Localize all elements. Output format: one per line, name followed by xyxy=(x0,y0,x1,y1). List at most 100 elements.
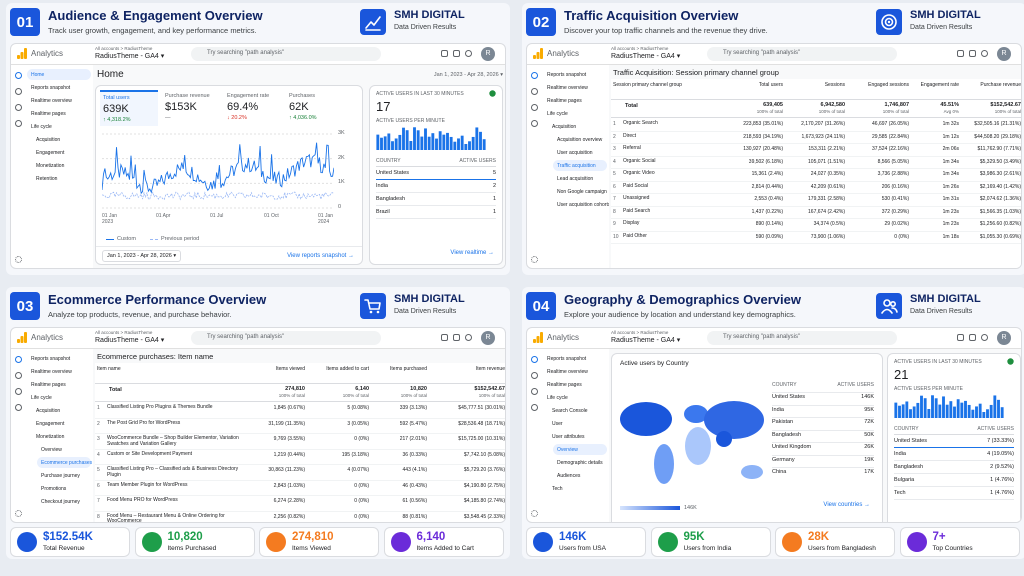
nav-item[interactable]: Acquisition xyxy=(32,134,91,145)
view-reports-link[interactable]: View reports snapshot → xyxy=(287,253,354,259)
nav-item[interactable]: Engagement xyxy=(32,418,91,429)
nav-item[interactable]: Acquisition xyxy=(548,121,607,132)
table-row[interactable] xyxy=(611,144,1021,157)
view-countries-link[interactable]: View countries → xyxy=(823,502,870,508)
nav-item[interactable]: Lead acquisition xyxy=(553,173,607,184)
toolbar-icon[interactable] xyxy=(465,334,472,341)
nav-item[interactable]: Realtime pages xyxy=(543,379,607,390)
nav-item[interactable]: Realtime overview xyxy=(27,366,91,377)
table-row[interactable] xyxy=(611,194,1021,207)
table-row[interactable] xyxy=(611,207,1021,219)
avatar[interactable]: R xyxy=(997,331,1011,345)
nav-item[interactable]: Reports snapshot xyxy=(543,353,607,364)
table-row[interactable] xyxy=(95,403,505,419)
sidebar-icon[interactable] xyxy=(531,388,538,395)
footer-date[interactable]: Jan 1, 2023 - Apr 28, 2026 ▾ xyxy=(102,250,182,262)
settings-icon[interactable] xyxy=(15,256,22,263)
settings-icon[interactable] xyxy=(15,510,22,517)
toolbar-icon[interactable] xyxy=(465,50,472,57)
sidebar-icon[interactable] xyxy=(15,72,22,79)
table-row[interactable] xyxy=(611,219,1021,232)
property-selector[interactable]: RadiusTheme - GA4 ▾ xyxy=(95,53,165,60)
toolbar-icon[interactable] xyxy=(441,50,448,57)
search-box[interactable]: Try searching "path analysis" xyxy=(707,47,897,61)
avatar[interactable]: R xyxy=(481,47,495,61)
table-row[interactable] xyxy=(611,169,1021,182)
avatar[interactable]: R xyxy=(481,331,495,345)
nav-item[interactable]: User acquisition xyxy=(553,147,607,158)
toolbar-icon[interactable] xyxy=(957,334,964,341)
nav-item[interactable]: Life cycle xyxy=(543,392,607,403)
nav-item[interactable]: Checkout journey xyxy=(37,496,91,507)
sidebar-icon[interactable] xyxy=(531,88,538,95)
nav-item[interactable]: Reports snapshot xyxy=(27,353,91,364)
metric-tab[interactable]: Total users 639K ↑ 4,318.2% xyxy=(100,90,158,126)
table-row[interactable] xyxy=(611,232,1021,244)
metric-tab[interactable]: Purchases 62K ↑ 4,036.0% xyxy=(286,90,344,126)
toolbar-icon[interactable] xyxy=(453,50,460,57)
nav-item[interactable]: Acquisition xyxy=(32,405,91,416)
sidebar-icon[interactable] xyxy=(531,104,538,111)
breadcrumb[interactable]: All accounts > RadiusTheme xyxy=(611,330,669,335)
search-box[interactable]: Try searching "path analysis" xyxy=(191,47,381,61)
nav-item[interactable]: Life cycle xyxy=(543,108,607,119)
table-row[interactable] xyxy=(95,496,505,512)
table-row[interactable] xyxy=(95,450,505,465)
sidebar-icon[interactable] xyxy=(531,356,538,363)
nav-item[interactable]: Home xyxy=(27,69,91,80)
sidebar-icon[interactable] xyxy=(15,356,22,363)
nav-item[interactable]: Non Google campaign xyxy=(553,186,607,197)
nav-item[interactable]: Traffic acquisition xyxy=(553,160,607,171)
date-range[interactable]: Jan 1, 2023 - Apr 28, 2026 ▾ xyxy=(433,72,503,78)
property-selector[interactable]: RadiusTheme - GA4 ▾ xyxy=(95,337,165,344)
sidebar-icon[interactable] xyxy=(15,404,22,411)
table-row[interactable] xyxy=(95,465,505,481)
nav-item[interactable]: User attributes xyxy=(548,431,607,442)
table-row[interactable] xyxy=(95,419,505,434)
settings-icon[interactable] xyxy=(531,510,538,517)
toolbar-icon[interactable] xyxy=(981,50,988,57)
table-row[interactable] xyxy=(611,182,1021,194)
table-row[interactable] xyxy=(95,434,505,450)
nav-item[interactable]: Life cycle xyxy=(27,121,91,132)
nav-item[interactable]: Audiences xyxy=(553,470,607,481)
search-box[interactable]: Try searching "path analysis" xyxy=(707,331,897,345)
nav-item[interactable]: Tech xyxy=(548,483,607,494)
nav-item[interactable]: Search Console xyxy=(548,405,607,416)
toolbar-icon[interactable] xyxy=(969,50,976,57)
nav-item[interactable]: Reports snapshot xyxy=(27,82,91,93)
view-realtime-link[interactable]: View realtime → xyxy=(450,250,494,256)
toolbar-icon[interactable] xyxy=(981,334,988,341)
metric-tab[interactable]: Engagement rate 69.4% ↓ 20.2% xyxy=(224,90,282,126)
nav-item[interactable]: Overview xyxy=(37,444,91,455)
property-selector[interactable]: RadiusTheme - GA4 ▾ xyxy=(611,337,681,344)
nav-item[interactable]: Retention xyxy=(32,173,91,184)
table-row[interactable] xyxy=(611,119,1021,132)
nav-item[interactable]: Overview xyxy=(553,444,607,455)
sidebar-icon[interactable] xyxy=(15,88,22,95)
sidebar-icon[interactable] xyxy=(15,120,22,127)
nav-item[interactable]: User acquisition cohorts xyxy=(553,199,610,210)
nav-item[interactable]: Acquisition overview xyxy=(553,134,607,145)
toolbar-icon[interactable] xyxy=(969,334,976,341)
nav-item[interactable]: Monetization xyxy=(32,431,91,442)
avatar[interactable]: R xyxy=(997,47,1011,61)
nav-item[interactable]: Demographic details xyxy=(553,457,607,468)
nav-item[interactable]: Engagement xyxy=(32,147,91,158)
nav-item[interactable]: Reports snapshot xyxy=(543,69,607,80)
nav-item[interactable]: Promotions xyxy=(37,483,91,494)
sidebar-icon[interactable] xyxy=(15,372,22,379)
table-row[interactable] xyxy=(95,481,505,496)
nav-item[interactable]: Realtime pages xyxy=(27,108,91,119)
breadcrumb[interactable]: All accounts > RadiusTheme xyxy=(95,330,153,335)
table-row[interactable] xyxy=(611,157,1021,169)
sidebar-icon[interactable] xyxy=(15,388,22,395)
nav-item[interactable]: Realtime overview xyxy=(27,95,91,106)
nav-item[interactable]: Life cycle xyxy=(27,392,91,403)
sidebar-icon[interactable] xyxy=(531,72,538,79)
nav-item[interactable]: Realtime pages xyxy=(27,379,91,390)
toolbar-icon[interactable] xyxy=(957,50,964,57)
nav-item[interactable]: Realtime overview xyxy=(543,82,607,93)
breadcrumb[interactable]: All accounts > RadiusTheme xyxy=(95,46,153,51)
breadcrumb[interactable]: All accounts > RadiusTheme xyxy=(611,46,669,51)
